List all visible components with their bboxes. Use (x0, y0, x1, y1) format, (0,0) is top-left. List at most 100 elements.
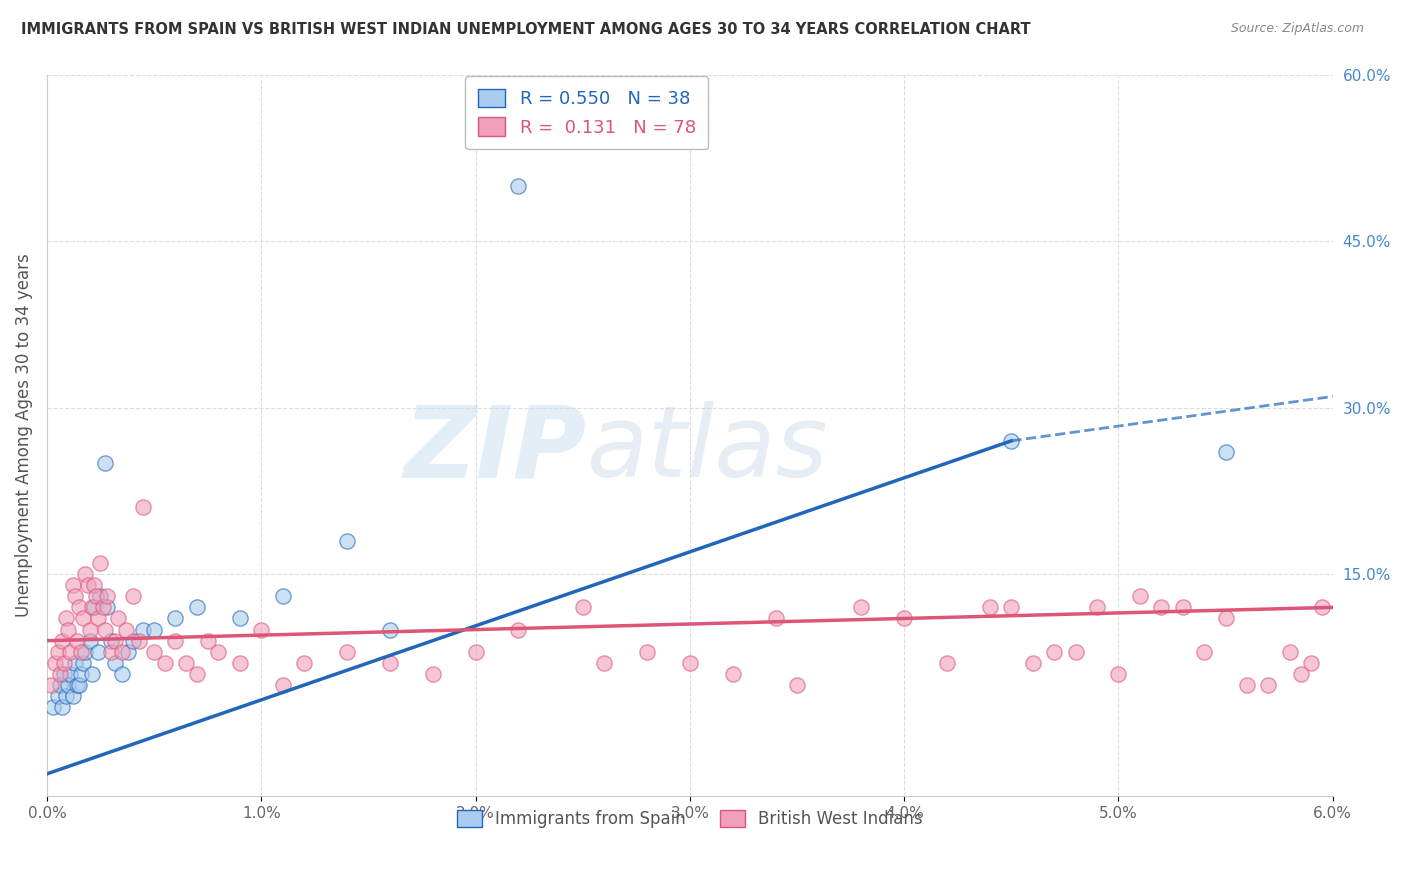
Point (58, 623, 80, 637)
Point (1301, 656, 1323, 670)
Point (765, 611, 787, 625)
Point (67, 678, 90, 692)
Point (111, 645, 134, 659)
Point (1257, 678, 1279, 692)
Point (1150, 600, 1173, 615)
Point (66, 633, 89, 648)
Point (55, 611, 77, 625)
Point (1215, 611, 1237, 625)
Point (62, 578, 84, 592)
Point (1000, 434, 1022, 448)
Text: atlas: atlas (586, 401, 828, 499)
Point (593, 656, 616, 670)
Point (378, 623, 401, 637)
Point (79, 633, 101, 648)
Point (636, 645, 658, 659)
Point (46, 689, 69, 703)
Point (143, 645, 166, 659)
Point (1107, 667, 1129, 681)
Point (70, 667, 93, 681)
Point (1064, 645, 1087, 659)
Point (851, 600, 873, 615)
Point (378, 656, 401, 670)
Point (229, 611, 252, 625)
Point (83, 578, 105, 592)
Legend: Immigrants from Spain, British West Indians: Immigrants from Spain, British West Indi… (450, 803, 929, 835)
Point (100, 645, 122, 659)
Y-axis label: Unemployment Among Ages 30 to 34 years: Unemployment Among Ages 30 to 34 years (15, 253, 32, 617)
Point (1310, 600, 1333, 615)
Point (59, 645, 82, 659)
Point (1278, 645, 1301, 659)
Point (250, 623, 273, 637)
Text: Source: ZipAtlas.com: Source: ZipAtlas.com (1230, 22, 1364, 36)
Point (186, 667, 208, 681)
Point (96, 600, 118, 615)
Point (107, 611, 129, 625)
Point (571, 600, 593, 615)
Point (174, 656, 197, 670)
Point (72, 611, 94, 625)
Point (1000, 600, 1022, 615)
Point (46, 645, 69, 659)
Point (229, 656, 252, 670)
Point (48, 667, 70, 681)
Point (75, 645, 97, 659)
Point (111, 667, 134, 681)
Point (271, 589, 294, 603)
Point (67, 600, 90, 615)
Point (197, 633, 219, 648)
Point (936, 656, 959, 670)
Point (115, 623, 138, 637)
Point (51, 633, 73, 648)
Point (80, 600, 103, 615)
Point (89, 589, 111, 603)
Point (42, 700, 65, 714)
Point (51, 700, 73, 714)
Point (1289, 667, 1312, 681)
Point (1085, 600, 1108, 615)
Point (55, 689, 77, 703)
Point (87, 611, 110, 625)
Point (336, 645, 359, 659)
Point (63, 656, 86, 670)
Point (1192, 645, 1215, 659)
Point (94, 456, 117, 470)
Point (186, 600, 208, 615)
Point (44, 656, 66, 670)
Point (53, 656, 76, 670)
Point (121, 589, 143, 603)
Point (39, 678, 62, 692)
Point (786, 678, 808, 692)
Point (979, 600, 1001, 615)
Point (464, 645, 486, 659)
Point (66, 678, 89, 692)
Text: IMMIGRANTS FROM SPAIN VS BRITISH WEST INDIAN UNEMPLOYMENT AMONG AGES 30 TO 34 YE: IMMIGRANTS FROM SPAIN VS BRITISH WEST IN… (21, 22, 1031, 37)
Point (679, 656, 702, 670)
Point (72, 656, 94, 670)
Point (84, 589, 107, 603)
Point (336, 533, 359, 548)
Point (508, 178, 530, 193)
Point (89, 556, 111, 570)
Point (100, 633, 122, 648)
Point (128, 633, 150, 648)
Point (58, 678, 80, 692)
Point (62, 689, 84, 703)
Point (1129, 589, 1152, 603)
Point (121, 633, 143, 648)
Point (1215, 445, 1237, 459)
Point (1043, 645, 1066, 659)
Point (1171, 600, 1194, 615)
Point (53, 667, 76, 681)
Point (165, 633, 187, 648)
Point (893, 611, 915, 625)
Text: ZIP: ZIP (404, 401, 586, 499)
Point (117, 645, 139, 659)
Point (165, 611, 187, 625)
Point (59, 667, 82, 681)
Point (70, 645, 93, 659)
Point (91, 600, 114, 615)
Point (422, 667, 444, 681)
Point (75, 567, 97, 582)
